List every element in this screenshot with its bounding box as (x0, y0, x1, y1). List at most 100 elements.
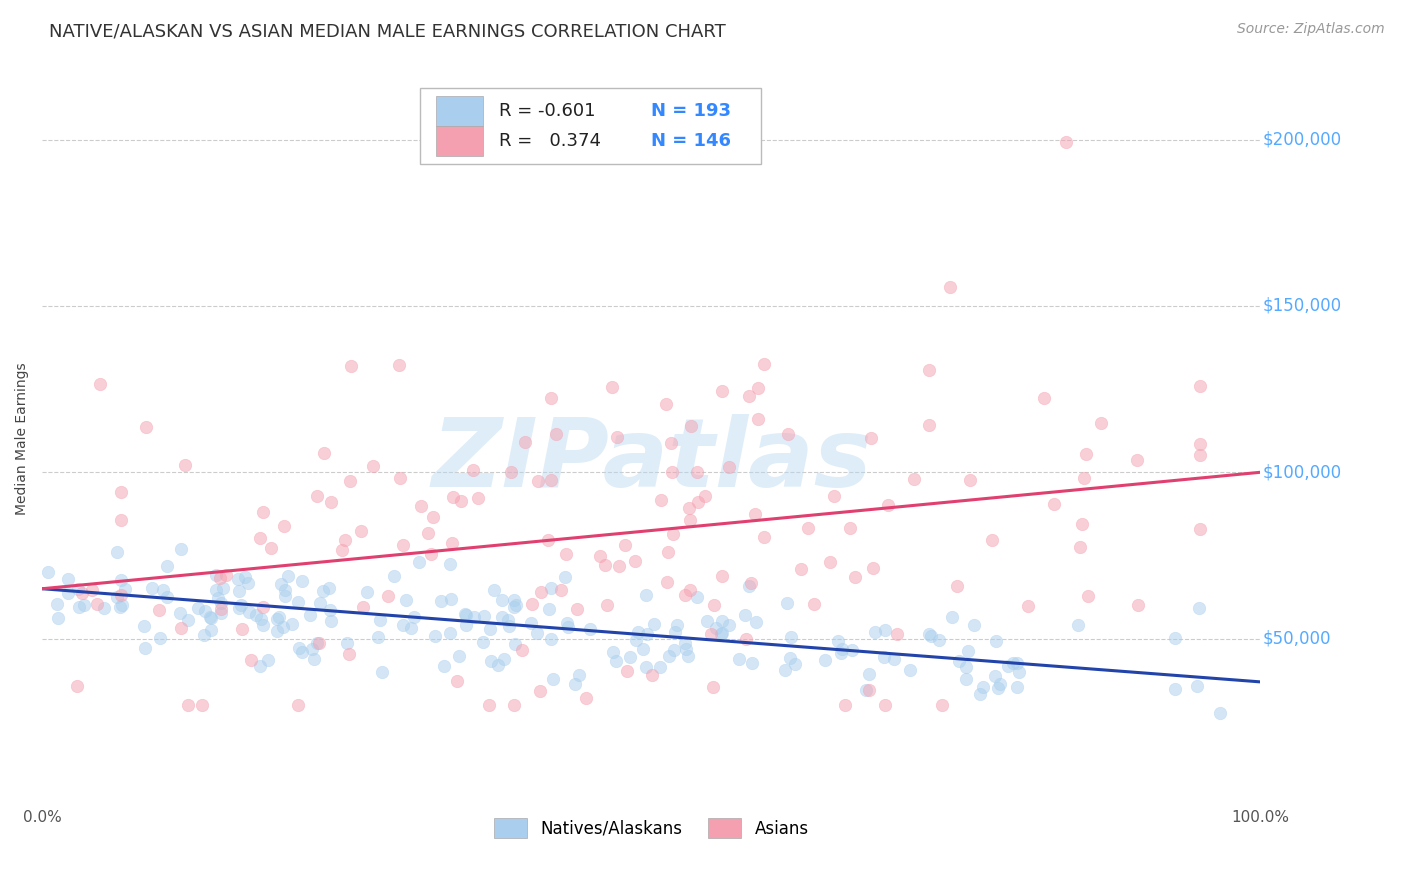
Point (717, 618, 740, 632)
Point (67, 582, 90, 596)
Point (1067, 618, 1090, 632)
Point (1073, 471, 1095, 485)
Point (557, 620, 579, 634)
Point (204, 568, 226, 582)
Point (710, 627, 733, 641)
Text: N = 146: N = 146 (651, 132, 731, 150)
Point (624, 632, 647, 647)
Point (177, 613, 200, 627)
Point (314, 446, 336, 460)
Point (235, 570, 257, 584)
Point (520, 616, 543, 631)
Point (515, 435, 537, 450)
Point (312, 584, 335, 599)
Point (177, 698, 200, 713)
Point (704, 621, 727, 635)
Point (703, 598, 725, 612)
Point (245, 607, 267, 622)
Point (226, 572, 249, 586)
Point (831, 641, 853, 656)
Point (575, 690, 598, 705)
Point (463, 609, 485, 624)
Text: ZIPatlas: ZIPatlas (432, 415, 872, 508)
Point (399, 621, 422, 635)
Point (537, 602, 560, 616)
Point (988, 677, 1011, 691)
Point (110, 588, 132, 602)
Point (664, 624, 686, 639)
Point (858, 667, 880, 681)
Point (779, 651, 801, 665)
Point (1126, 598, 1149, 612)
Point (108, 599, 131, 614)
Point (1188, 601, 1211, 615)
Point (498, 613, 520, 627)
Point (494, 652, 516, 666)
Point (111, 598, 134, 612)
Point (446, 673, 468, 688)
Point (655, 397, 678, 411)
Point (252, 505, 274, 519)
Point (441, 535, 464, 549)
Point (430, 594, 453, 608)
Point (607, 559, 630, 574)
Point (818, 555, 841, 569)
Point (141, 581, 163, 595)
Point (208, 571, 231, 585)
Point (928, 633, 950, 648)
Point (624, 554, 647, 568)
Point (319, 495, 342, 509)
Point (456, 617, 478, 632)
Point (267, 610, 290, 624)
Point (418, 525, 440, 540)
Point (209, 607, 232, 621)
Point (333, 533, 356, 547)
Point (776, 596, 799, 610)
Point (606, 430, 628, 444)
Point (155, 559, 177, 574)
Point (305, 489, 328, 503)
Point (997, 659, 1019, 673)
Point (827, 634, 849, 648)
Point (114, 582, 136, 596)
Point (540, 632, 562, 647)
Point (555, 615, 578, 630)
Y-axis label: Median Male Earnings: Median Male Earnings (15, 363, 30, 516)
Point (636, 660, 658, 674)
Point (1188, 436, 1211, 450)
Point (377, 589, 399, 603)
Point (58, 572, 80, 586)
Point (939, 280, 962, 294)
Point (898, 663, 921, 677)
Point (228, 600, 250, 615)
Point (273, 582, 295, 597)
Point (252, 618, 274, 632)
Point (270, 577, 292, 591)
Point (863, 624, 886, 639)
Point (886, 627, 908, 641)
Point (946, 579, 969, 593)
Point (740, 576, 762, 591)
Point (301, 641, 323, 656)
Point (529, 584, 551, 599)
Point (537, 533, 560, 548)
Point (302, 652, 325, 666)
Point (631, 641, 654, 656)
Point (616, 665, 638, 679)
Point (156, 591, 179, 605)
Point (356, 585, 378, 599)
Point (86, 597, 108, 611)
Text: N = 193: N = 193 (651, 102, 731, 120)
Point (135, 420, 157, 434)
FancyBboxPatch shape (420, 87, 761, 164)
Point (491, 609, 513, 624)
Point (877, 498, 900, 512)
Point (544, 426, 567, 441)
Point (918, 627, 941, 641)
Point (776, 426, 799, 441)
Point (540, 473, 562, 487)
Point (734, 632, 756, 646)
Point (152, 583, 174, 598)
Point (636, 627, 658, 641)
Point (419, 547, 441, 561)
